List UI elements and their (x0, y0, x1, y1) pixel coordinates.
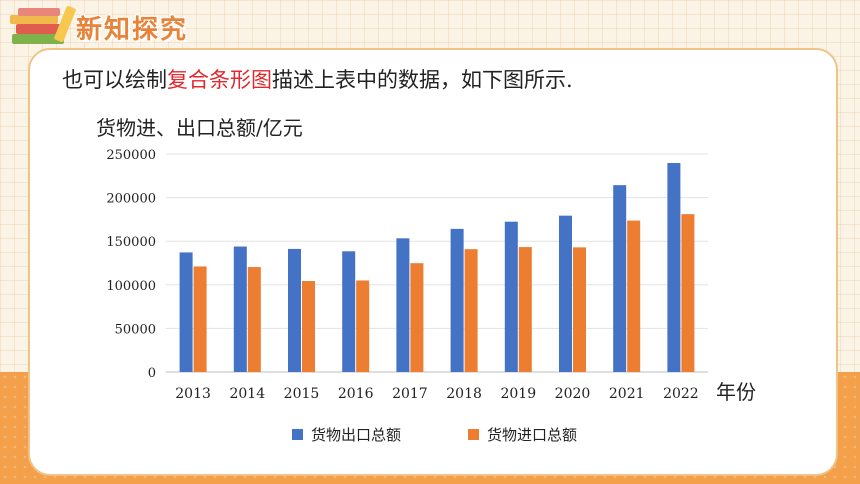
intro-text-before: 也可以绘制 (62, 68, 167, 92)
bar-export (613, 185, 627, 372)
books-icon (10, 6, 76, 44)
bar-export (667, 163, 681, 372)
x-tick-label: 2017 (392, 386, 428, 402)
y-axis-title: 货物进、出口总额/亿元 (96, 116, 303, 140)
intro-text: 也可以绘制复合条形图描述上表中的数据，如下图所示. (62, 64, 573, 94)
bar-export (179, 252, 193, 372)
bar-import (681, 214, 695, 372)
legend-swatch-import (468, 429, 479, 440)
x-axis-title: 年份 (716, 380, 756, 404)
x-tick-label: 2022 (663, 386, 699, 402)
x-tick-label: 2016 (338, 386, 374, 402)
legend-label-import: 货物进口总额 (487, 426, 578, 444)
y-tick-label: 50000 (115, 322, 156, 337)
bar-import (573, 247, 586, 372)
x-tick-label: 2021 (609, 386, 645, 402)
bar-import (247, 267, 261, 372)
bar-export (342, 251, 356, 372)
intro-text-after: 描述上表中的数据，如下图所示. (272, 68, 573, 92)
x-tick-label: 2014 (229, 386, 265, 402)
bar-export (288, 248, 301, 372)
x-tick-label: 2019 (500, 386, 536, 402)
bar-export (504, 221, 518, 372)
page-header-title: 新知探究 (76, 15, 189, 45)
content-card (28, 48, 838, 476)
legend-label-export: 货物出口总额 (311, 426, 402, 444)
y-tick-label: 100000 (106, 279, 156, 294)
bar-import (193, 266, 207, 372)
intro-text-highlight: 复合条形图 (167, 68, 272, 92)
legend-swatch-export (292, 429, 303, 440)
bar-export (233, 246, 247, 372)
x-tick-label: 2013 (175, 386, 211, 402)
bar-import (464, 249, 478, 372)
legend-item-export: 货物出口总额 (292, 424, 401, 445)
bar-export (450, 228, 464, 372)
bar-import (627, 220, 641, 372)
bar-export (559, 215, 572, 372)
bar-export (396, 238, 410, 372)
bar-import (518, 247, 532, 372)
bar-import (302, 281, 315, 372)
chart-legend: 货物出口总额 货物进口总额 (0, 424, 860, 446)
x-tick-label: 2020 (555, 386, 591, 402)
y-tick-label: 200000 (106, 192, 156, 207)
bar-import (410, 263, 424, 372)
x-tick-label: 2018 (446, 386, 482, 402)
y-tick-label: 150000 (106, 235, 156, 250)
x-tick-label: 2015 (284, 386, 320, 402)
bar-import (356, 280, 370, 372)
legend-item-import: 货物进口总额 (468, 424, 577, 445)
y-tick-label: 250000 (106, 148, 156, 163)
y-tick-label: 0 (148, 366, 156, 381)
